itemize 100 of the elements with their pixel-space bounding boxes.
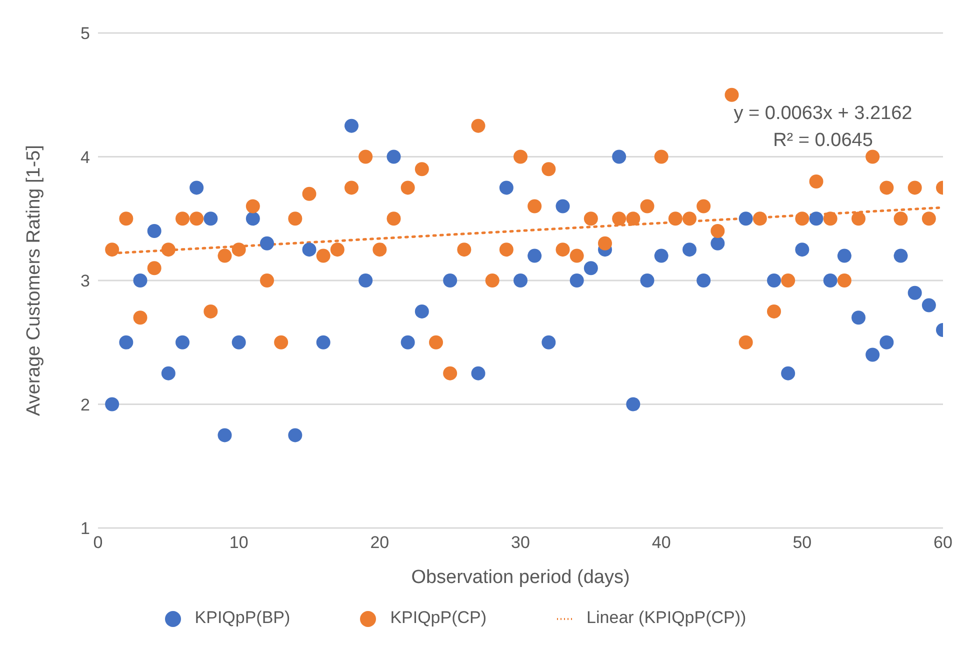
point xyxy=(710,224,725,238)
point xyxy=(218,248,232,263)
point xyxy=(302,186,316,201)
point xyxy=(302,242,316,257)
point xyxy=(570,248,584,263)
point xyxy=(414,304,429,318)
point xyxy=(204,304,218,318)
point xyxy=(767,304,781,318)
point xyxy=(542,335,556,350)
point xyxy=(499,242,514,257)
point xyxy=(682,212,696,226)
point xyxy=(316,335,330,350)
point xyxy=(232,242,246,257)
point xyxy=(710,236,725,250)
point xyxy=(696,274,711,288)
point xyxy=(260,274,274,288)
x-tick-label: 40 xyxy=(652,533,671,552)
point xyxy=(922,212,936,226)
point xyxy=(147,224,162,238)
point xyxy=(471,366,486,380)
point xyxy=(133,310,148,325)
point xyxy=(626,397,640,412)
point xyxy=(795,212,810,226)
point xyxy=(880,180,894,195)
point xyxy=(443,366,458,380)
point xyxy=(866,150,880,164)
point xyxy=(852,212,866,226)
point xyxy=(485,274,500,288)
point xyxy=(161,242,176,257)
point xyxy=(654,150,668,164)
point xyxy=(781,366,796,380)
point xyxy=(654,248,668,263)
point xyxy=(795,242,810,257)
point xyxy=(105,397,120,412)
point xyxy=(176,212,190,226)
point xyxy=(612,150,626,164)
x-axis-title: Observation period (days) xyxy=(411,567,630,588)
point xyxy=(119,335,134,350)
point xyxy=(344,118,358,133)
point xyxy=(908,286,922,300)
point xyxy=(414,162,429,176)
point xyxy=(330,242,344,257)
point xyxy=(823,212,838,226)
point xyxy=(528,248,542,263)
point xyxy=(400,335,415,350)
point xyxy=(626,212,640,226)
point xyxy=(204,212,218,226)
point xyxy=(358,150,373,164)
point xyxy=(908,180,922,195)
point xyxy=(457,242,472,257)
point xyxy=(866,348,880,362)
point xyxy=(400,180,415,195)
point xyxy=(471,118,486,133)
annotation: R² = 0.0645 xyxy=(772,129,874,153)
point xyxy=(682,242,696,257)
point xyxy=(894,212,908,226)
y-tick-label: 5 xyxy=(80,24,90,44)
point xyxy=(640,199,654,214)
x-tick-label: 10 xyxy=(229,533,248,552)
x-tick-label: 20 xyxy=(370,533,390,552)
point xyxy=(119,212,134,226)
point xyxy=(809,212,824,226)
point xyxy=(584,212,598,226)
point xyxy=(668,212,682,226)
point xyxy=(880,335,894,350)
point xyxy=(767,274,781,288)
x-tick-label: 0 xyxy=(93,533,103,552)
point xyxy=(260,236,274,250)
y-tick-label: 1 xyxy=(80,519,90,538)
legend-label: Linear (KPIQpP(CP)) xyxy=(586,608,746,627)
y-tick-label: 4 xyxy=(80,148,90,167)
point xyxy=(386,212,401,226)
point xyxy=(358,274,373,288)
x-tick-label: 60 xyxy=(934,533,952,552)
point xyxy=(218,428,232,442)
point xyxy=(738,335,753,350)
point xyxy=(528,199,542,214)
point xyxy=(556,242,570,257)
point xyxy=(246,212,260,226)
point xyxy=(570,274,584,288)
point xyxy=(598,236,612,250)
point xyxy=(288,212,302,226)
point xyxy=(429,335,443,350)
point xyxy=(443,274,458,288)
point xyxy=(612,212,626,226)
point xyxy=(823,274,838,288)
point xyxy=(584,261,598,276)
point xyxy=(922,298,936,312)
point xyxy=(696,199,711,214)
point xyxy=(133,274,148,288)
point xyxy=(161,366,176,380)
point xyxy=(147,261,162,276)
point xyxy=(386,150,401,164)
point xyxy=(316,248,330,263)
point xyxy=(514,150,528,164)
x-tick-label: 50 xyxy=(792,533,812,552)
y-tick-label: 2 xyxy=(80,395,90,414)
point xyxy=(837,248,852,263)
point xyxy=(752,212,767,226)
point xyxy=(640,274,654,288)
